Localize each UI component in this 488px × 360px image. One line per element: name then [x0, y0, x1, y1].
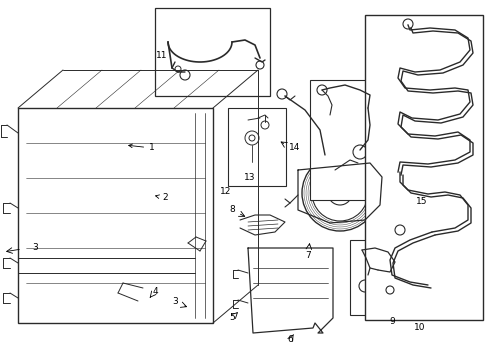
Text: 5: 5 [229, 314, 234, 323]
Bar [309, 80, 419, 200]
Text: 10: 10 [413, 324, 425, 333]
Text: 9: 9 [388, 318, 394, 327]
Text: 3: 3 [172, 297, 178, 306]
Text: 7: 7 [305, 251, 310, 260]
Text: 1: 1 [128, 144, 155, 153]
Text: 2: 2 [155, 194, 167, 202]
Text: 15: 15 [415, 198, 427, 207]
Text: 13: 13 [244, 174, 255, 183]
Bar [155, 8, 269, 96]
Text: 3: 3 [32, 243, 38, 252]
Text: 6: 6 [286, 336, 292, 345]
Text: 14: 14 [289, 144, 300, 153]
Text: 12: 12 [220, 188, 231, 197]
Text: 11: 11 [156, 50, 167, 59]
Bar [364, 15, 482, 320]
Bar [18, 108, 213, 323]
Bar [227, 108, 285, 186]
Bar [349, 240, 434, 315]
Text: 4: 4 [152, 288, 158, 297]
Text: 8: 8 [229, 206, 234, 215]
